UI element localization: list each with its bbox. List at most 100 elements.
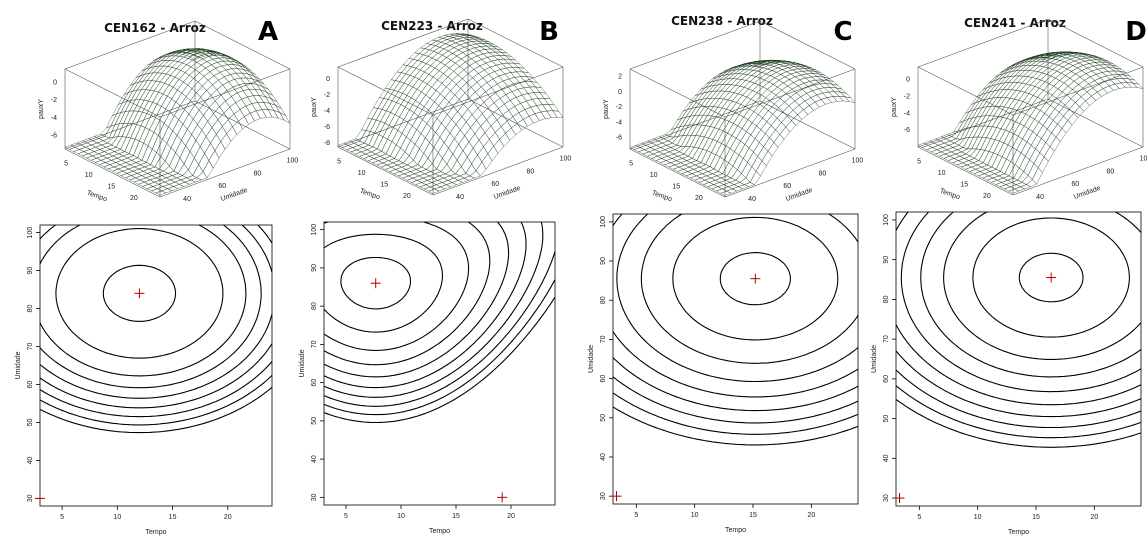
- surface-facet: [431, 180, 443, 185]
- surface-facet: [184, 179, 196, 185]
- surface-facet: [202, 56, 214, 62]
- surface-facet: [152, 135, 163, 153]
- surface-facet: [986, 177, 998, 183]
- surface-facet: [651, 140, 663, 146]
- x-tick-label: 5: [344, 513, 348, 520]
- surface-facet: [733, 182, 745, 187]
- surface-facet: [77, 151, 89, 157]
- surface-facet: [1084, 59, 1096, 64]
- contour-line: [323, 279, 556, 416]
- surface-facet: [402, 175, 414, 181]
- surface-y-tick-label: 40: [1036, 194, 1044, 201]
- surface-facet: [788, 76, 800, 83]
- surface-facet: [959, 153, 971, 159]
- surface-facet: [1003, 131, 1015, 146]
- surface-facet: [399, 169, 411, 174]
- surface-facet: [774, 98, 785, 108]
- surface-facet: [1067, 80, 1079, 90]
- surface-facet: [441, 50, 453, 58]
- surface-facet: [407, 159, 419, 168]
- surface-facet: [705, 80, 716, 88]
- surface-z-axis-label: pauxY: [891, 97, 898, 117]
- surface-facet: [681, 156, 693, 161]
- surface-x-axis-label: Tempo: [651, 190, 673, 204]
- surface-facet: [790, 92, 801, 102]
- panel-b-contour-plot: 5 10 15 20 30 40 50 60 70 80 90 100 Tempo Umidade: [299, 221, 556, 535]
- surface-facet: [412, 175, 424, 181]
- surface-facet: [697, 169, 709, 174]
- surface-facet: [476, 113, 487, 127]
- surface-facet: [1063, 77, 1075, 87]
- y-tick-label: 60: [311, 379, 318, 387]
- contour-line: [39, 386, 273, 434]
- surface-facet: [963, 156, 976, 161]
- surface-facet: [459, 173, 471, 179]
- surface-facet: [461, 156, 472, 174]
- surface-z-tick-label: -8: [324, 140, 330, 147]
- surface-facet: [220, 133, 232, 150]
- surface-facet: [130, 173, 143, 178]
- surface-facet: [453, 175, 465, 181]
- surface-facet: [996, 177, 1008, 183]
- surface-facet: [178, 72, 190, 83]
- surface-y-tick-label: 60: [783, 183, 791, 190]
- surface-facet: [1010, 70, 1022, 77]
- y-tick-label: 40: [311, 455, 318, 463]
- surface-facet: [804, 97, 816, 106]
- surface-facet: [1108, 83, 1120, 91]
- surface-facet: [83, 149, 95, 154]
- surface-facet: [968, 158, 980, 163]
- surface-facet: [761, 150, 773, 166]
- surface-facet: [403, 171, 416, 177]
- surface-facet: [976, 87, 988, 97]
- surface-facet: [720, 108, 731, 120]
- surface-facet: [535, 86, 547, 94]
- contour-line: [323, 296, 556, 424]
- surface-facet: [489, 92, 501, 103]
- surface-facet: [511, 67, 523, 73]
- surface-facet: [191, 81, 203, 93]
- surface-facet: [1015, 65, 1028, 71]
- y-tick-label: 40: [600, 453, 607, 461]
- surface-z-tick-label: -4: [904, 110, 910, 117]
- surface-facet: [197, 76, 209, 87]
- surface-facet: [505, 91, 517, 101]
- y-tick-label: 90: [27, 267, 34, 275]
- surface-facet: [478, 132, 490, 147]
- surface-box-edge: [759, 20, 856, 70]
- x-axis-label: Tempo: [1008, 529, 1029, 536]
- surface-facet: [358, 143, 370, 148]
- surface-facet: [1004, 161, 1016, 177]
- surface-facet: [139, 127, 150, 144]
- surface-facet: [998, 173, 1010, 179]
- surface-facet: [409, 169, 421, 174]
- surface-facet: [934, 151, 946, 157]
- surface-facet: [414, 171, 426, 177]
- surface-facet: [145, 175, 157, 181]
- surface-facet: [108, 151, 120, 157]
- surface-facet: [446, 53, 458, 61]
- surface-facet: [222, 119, 233, 134]
- surface-facet: [202, 160, 214, 179]
- surface-box-edge: [64, 68, 161, 118]
- contour-line: [323, 221, 470, 351]
- surface-facet: [209, 67, 221, 76]
- surface-facet: [122, 168, 134, 174]
- surface-facet: [936, 147, 948, 153]
- surface-facet: [1071, 67, 1082, 75]
- surface-facet: [199, 136, 211, 154]
- x-tick-label: 5: [917, 514, 921, 521]
- surface-facet: [211, 62, 222, 69]
- surface-facet: [426, 163, 437, 172]
- surface-facet: [445, 182, 458, 188]
- surface-facet: [477, 146, 489, 163]
- surface-facet: [87, 151, 99, 157]
- surface-facet: [982, 175, 994, 181]
- surface-facet: [655, 158, 667, 163]
- surface-facet: [438, 173, 451, 179]
- surface-facet: [93, 149, 105, 154]
- surface-facet: [121, 157, 133, 163]
- surface-y-tick-label: 40: [748, 196, 756, 203]
- surface-facet: [781, 67, 793, 72]
- surface-facet: [722, 162, 734, 177]
